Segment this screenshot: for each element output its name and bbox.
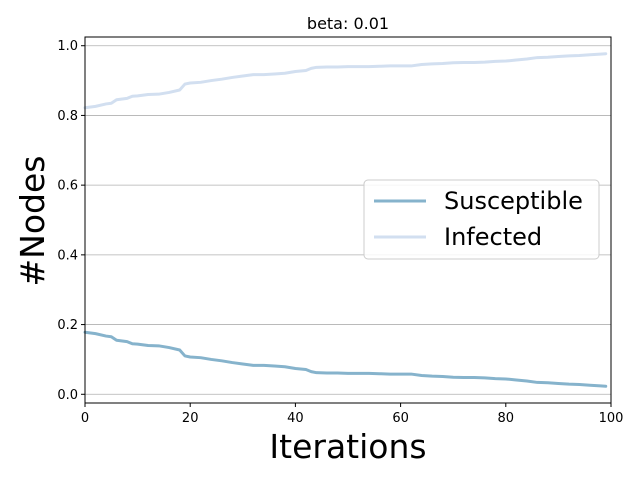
x-axis-label: Iterations: [269, 427, 426, 466]
grid-lines: [85, 45, 611, 395]
y-tick-label: 0.8: [57, 109, 78, 124]
x-tick-label: 60: [392, 411, 409, 426]
legend: Susceptible Infected: [363, 179, 600, 260]
x-axis: 0 20 40 60 80 100: [81, 403, 624, 426]
series-line-susceptible: [83, 330, 608, 388]
y-axis: 0.0 0.2 0.4 0.6 0.8 1.0: [57, 39, 85, 403]
plot-frame: [84, 36, 612, 404]
x-tick-label: 100: [599, 411, 624, 426]
x-tick-label: 20: [182, 411, 199, 426]
series-line-infected: [83, 52, 608, 110]
x-tick-label: 0: [81, 411, 89, 426]
y-tick-label: 0.4: [57, 248, 78, 263]
y-tick-label: 1.0: [57, 39, 78, 54]
legend-label-infected: Infected: [444, 223, 542, 251]
y-tick-label: 0.0: [57, 388, 78, 403]
x-tick-label: 80: [498, 411, 515, 426]
y-tick-label: 0.2: [57, 318, 78, 333]
x-tick-label: 40: [287, 411, 304, 426]
y-tick-label: 0.6: [57, 179, 78, 194]
series-lines: [83, 52, 608, 388]
y-axis-label: #Nodes: [13, 156, 52, 287]
chart-title: beta: 0.01: [307, 14, 389, 33]
legend-label-susceptible: Susceptible: [444, 187, 583, 215]
